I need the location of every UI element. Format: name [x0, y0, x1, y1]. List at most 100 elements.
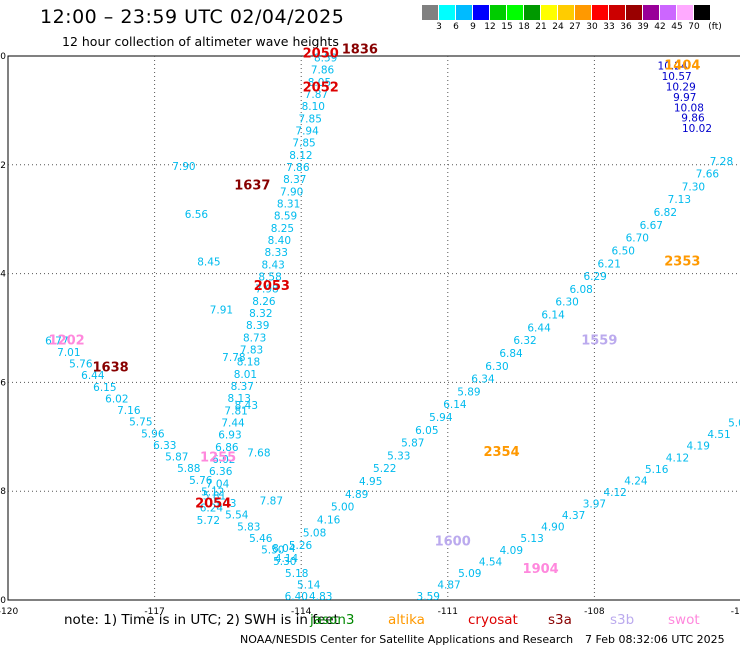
wave-height-value: 5.87 [165, 452, 188, 464]
page-subtitle: 12 hour collection of altimeter wave hei… [62, 34, 339, 49]
scale-tick-label: 39 [637, 22, 649, 32]
wave-height-value: 5.50 [261, 545, 284, 557]
wave-height-value: 4.37 [562, 510, 585, 522]
scale-tick-label: 33 [603, 22, 615, 32]
wave-height-value: 8.10 [302, 101, 325, 113]
wave-height-value: 6.50 [612, 245, 635, 257]
wave-height-value: 6.02 [212, 454, 235, 466]
scale-swatch [626, 5, 643, 20]
satellite-legend-s3a: s3a [548, 612, 572, 628]
wave-height-value: 4.09 [500, 545, 523, 557]
page-title: 12:00 – 23:59 UTC 02/04/2025 [40, 6, 345, 28]
wave-height-value: 6.77 [45, 335, 68, 347]
scale-swatch [456, 5, 473, 20]
wave-height-value: 3.59 [417, 591, 440, 603]
wave-height-value: 6.84 [499, 348, 523, 360]
wave-height-value: 8.13 [228, 393, 251, 405]
latitude-label: -68 [0, 487, 6, 497]
longitude-label: -114 [291, 607, 312, 617]
wave-height-value: 10.57 [662, 71, 692, 83]
wave-height-value: 7.66 [696, 169, 720, 181]
wave-height-value: 5.94 [429, 412, 453, 424]
wave-height-value: 5.12 [201, 486, 224, 498]
time-labels: 2050 1836 2052 1637 2053 1202 1638 1255 2054 1404… [49, 42, 701, 577]
wave-height-value: 8.37 [231, 381, 254, 393]
wave-height-value: 5.54 [225, 510, 249, 522]
scale-swatch [694, 5, 711, 20]
satellite-legend-jason3: jason3 [310, 612, 355, 628]
wave-height-value: 5.76 [69, 359, 93, 371]
pass-time-label: 1559 [581, 333, 617, 348]
wave-height-value: 6.56 [185, 209, 209, 221]
wave-height-value: 7.83 [240, 344, 263, 356]
wave-height-value: 4.90 [541, 522, 564, 534]
wave-height-value: 8.40 [268, 235, 291, 247]
pass-time-label: 1904 [523, 562, 559, 577]
wave-height-value: 8.45 [197, 257, 220, 269]
wave-height-value: 8.59 [274, 211, 297, 223]
longitude-label: -120 [0, 607, 18, 617]
scale-tick-label: 21 [535, 22, 547, 32]
wave-height-value: 5.00 [331, 502, 354, 514]
scale-swatch [575, 5, 592, 20]
wave-height-value: 6.14 [541, 310, 565, 322]
wave-height-value: 8.18 [237, 357, 260, 369]
scale-tick-label: 12 [484, 22, 496, 32]
wave-height-value: 7.78 [222, 352, 245, 364]
wave-height-value: 3.97 [583, 499, 606, 511]
pass-time-label: 1404 [664, 59, 700, 74]
satellite-legend-altika: altika [388, 612, 425, 628]
pass-time-label: 1638 [93, 361, 129, 376]
longitude-label: -105 [731, 607, 740, 617]
wave-height-value: 4.89 [345, 489, 368, 501]
wave-height-value: 5.43 [213, 498, 236, 510]
wave-height-value: 5.33 [387, 450, 410, 462]
wave-height-value: 5.89 [457, 386, 480, 398]
timestamp-text: 7 Feb 08:32:06 UTC 2025 [585, 633, 725, 646]
scale-tick-label: 18 [518, 22, 530, 32]
wave-height-value: 6.86 [215, 442, 239, 454]
wave-height-value: 9.86 [681, 113, 705, 125]
wave-height-value: 8.58 [258, 271, 281, 283]
pass-time-label: 2354 [483, 445, 519, 460]
scale-tick-label: 6 [453, 22, 459, 32]
longitude-label: -108 [584, 607, 605, 617]
scale-tick-label: 42 [654, 22, 666, 32]
wave-height-value: 8.73 [243, 332, 266, 344]
wave-height-value: 6.30 [485, 361, 508, 373]
wave-height-value: 6.82 [654, 207, 677, 219]
wave-height-value: 6.24 [200, 503, 224, 515]
satellite-legend-swot: swot [668, 612, 700, 628]
wave-height-value: 6.44 [527, 322, 551, 334]
wave-height-value: 7.86 [311, 65, 335, 77]
pass-time-label: 2054 [195, 497, 231, 512]
axis-labels: -120 -117 -114 -111 -108 -105 -60 -62 -64 -66 -68 -… [0, 52, 740, 617]
wave-height-value: 10.08 [674, 102, 704, 114]
pass-time-label: 1255 [200, 450, 236, 465]
wave-height-value: 5.83 [237, 521, 260, 533]
wave-height-value: 7.91 [210, 304, 233, 316]
wave-height-value: 7.28 [710, 156, 733, 168]
map-grid [7, 55, 740, 601]
wave-height-value: 4.24 [624, 475, 648, 487]
scale-tick-label: 3 [436, 22, 442, 32]
track-values: 8.597.868.057.878.107.857.947.858.127.86… [45, 52, 740, 603]
wave-height-value: 5.76 [189, 475, 213, 487]
latitude-label: -62 [0, 161, 6, 171]
wave-height-value: 5.16 [645, 464, 669, 476]
wave-height-value: 7.85 [292, 138, 315, 150]
longitude-label: -111 [438, 607, 458, 617]
wave-height-value: 4.12 [666, 452, 689, 464]
wave-height-value: 7.16 [117, 405, 141, 417]
wave-height-value: 5.75 [129, 417, 152, 429]
wave-height-value: 5.96 [141, 428, 165, 440]
wave-height-value: 7.94 [295, 125, 319, 137]
wave-height-value: 7.81 [224, 405, 247, 417]
wave-height-value: 8.39 [246, 320, 269, 332]
wave-height-value: 7.30 [682, 181, 705, 193]
plot-frame [7, 55, 740, 601]
satellite-legend-cryosat: cryosat [468, 612, 518, 628]
wave-height-value: 5.14 [297, 579, 321, 591]
wave-height-value: 8.43 [235, 400, 258, 412]
